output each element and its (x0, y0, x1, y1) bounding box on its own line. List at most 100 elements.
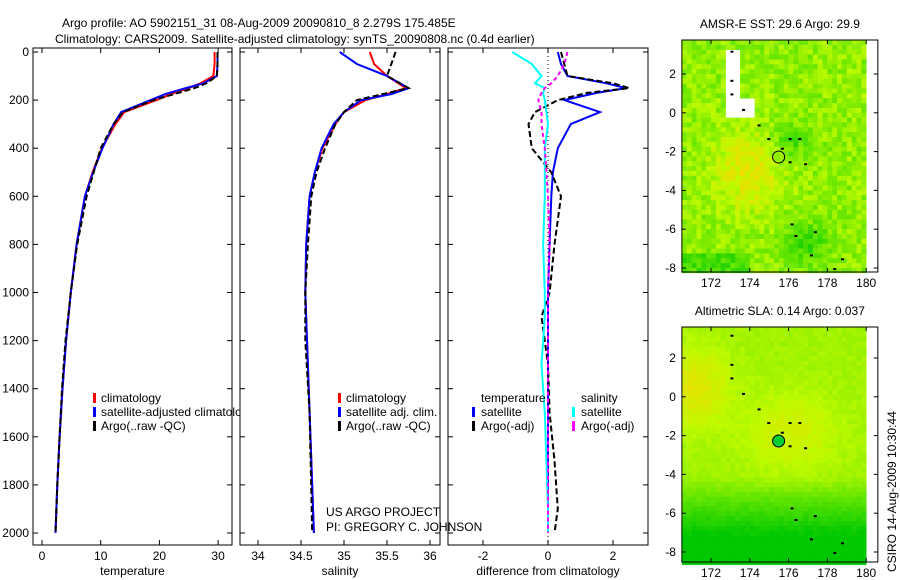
map-cell (783, 195, 789, 201)
map-cell (774, 238, 780, 244)
map-cell (774, 477, 780, 483)
map-cell (837, 390, 843, 396)
map-cell (798, 180, 804, 186)
map-cell (749, 219, 755, 225)
map-cell (681, 40, 688, 46)
map-cell (841, 424, 848, 430)
map-cell (846, 238, 852, 244)
map-cell (837, 69, 843, 75)
map-cell (832, 234, 838, 240)
map-cell (778, 214, 785, 220)
map-cell (851, 336, 857, 342)
map-cell (681, 170, 688, 177)
map-cell (754, 248, 760, 254)
map-cell (744, 380, 751, 386)
map-cell (749, 351, 755, 357)
map-cell (803, 443, 809, 449)
map-cell (701, 428, 707, 434)
map-cell (846, 107, 852, 114)
map-cell (817, 462, 823, 468)
map-cell (715, 161, 721, 167)
map-cell (744, 501, 751, 507)
map-cell (832, 370, 838, 376)
map-cell (788, 54, 794, 60)
map-cell (701, 346, 707, 352)
map-cell (725, 506, 731, 512)
map-cell (774, 380, 780, 386)
map-cell (837, 545, 843, 551)
map-cell (701, 482, 707, 488)
map-cell (783, 457, 789, 464)
map-cell (706, 535, 712, 541)
x-tick-label: 176 (779, 566, 799, 580)
map-cell (837, 83, 843, 89)
map-cell (803, 385, 809, 391)
map-cell (711, 453, 717, 459)
x-tick-label: 10 (94, 549, 108, 563)
map-cell (754, 170, 760, 177)
map-cell (715, 83, 721, 89)
map-cell (744, 443, 751, 449)
map-cell (793, 263, 799, 269)
map-cell (764, 375, 770, 381)
map-cell (769, 185, 775, 191)
map-cell (711, 399, 717, 405)
map-cell (798, 78, 804, 84)
map-cell (841, 399, 848, 405)
map-cell (740, 253, 746, 259)
map-cell (832, 200, 838, 206)
map-cell (696, 175, 702, 181)
map-cell (851, 448, 857, 454)
map-cell (841, 93, 848, 99)
map-cell (861, 44, 867, 50)
map-cell (793, 462, 799, 468)
map-cell (681, 219, 688, 225)
map-cell (817, 185, 823, 191)
map-cell (769, 141, 775, 147)
map-cell (720, 360, 726, 367)
map-cell (730, 141, 736, 147)
map-cell (769, 448, 775, 454)
map-cell (827, 428, 833, 434)
map-cell (798, 185, 804, 191)
map-cell (808, 122, 814, 128)
map-cell (856, 530, 862, 536)
map-cell (817, 487, 823, 493)
map-cell (812, 234, 818, 240)
map-cell (808, 496, 814, 502)
map-cell (691, 151, 697, 157)
map-cell (769, 457, 775, 464)
map-cell (778, 341, 785, 347)
map-cell (822, 380, 828, 386)
map-cell (725, 550, 731, 556)
map-cell (740, 137, 746, 143)
map-cell (817, 161, 823, 167)
map-cell (827, 127, 833, 133)
map-cell (686, 399, 692, 405)
map-cell (817, 506, 823, 512)
map-cell (803, 229, 809, 235)
map-cell (808, 351, 814, 357)
map-cell (720, 117, 726, 123)
map-cell (749, 409, 755, 415)
map-cell (808, 487, 814, 493)
map-cell (720, 98, 726, 104)
map-cell (764, 98, 770, 104)
map-cell (846, 141, 852, 147)
map-cell (715, 351, 721, 357)
map-cell (711, 263, 717, 269)
map-cell (793, 336, 799, 342)
map-cell (764, 448, 770, 454)
island-coast (767, 422, 771, 425)
map-cell (715, 185, 721, 191)
map-cell (701, 156, 707, 162)
map-cell (788, 103, 794, 109)
map-cell (812, 535, 818, 541)
map-cell (846, 59, 852, 65)
map-cell (812, 185, 818, 191)
map-cell (769, 253, 775, 259)
map-cell (769, 356, 775, 362)
map-cell (837, 248, 843, 254)
map-cell (827, 54, 833, 60)
